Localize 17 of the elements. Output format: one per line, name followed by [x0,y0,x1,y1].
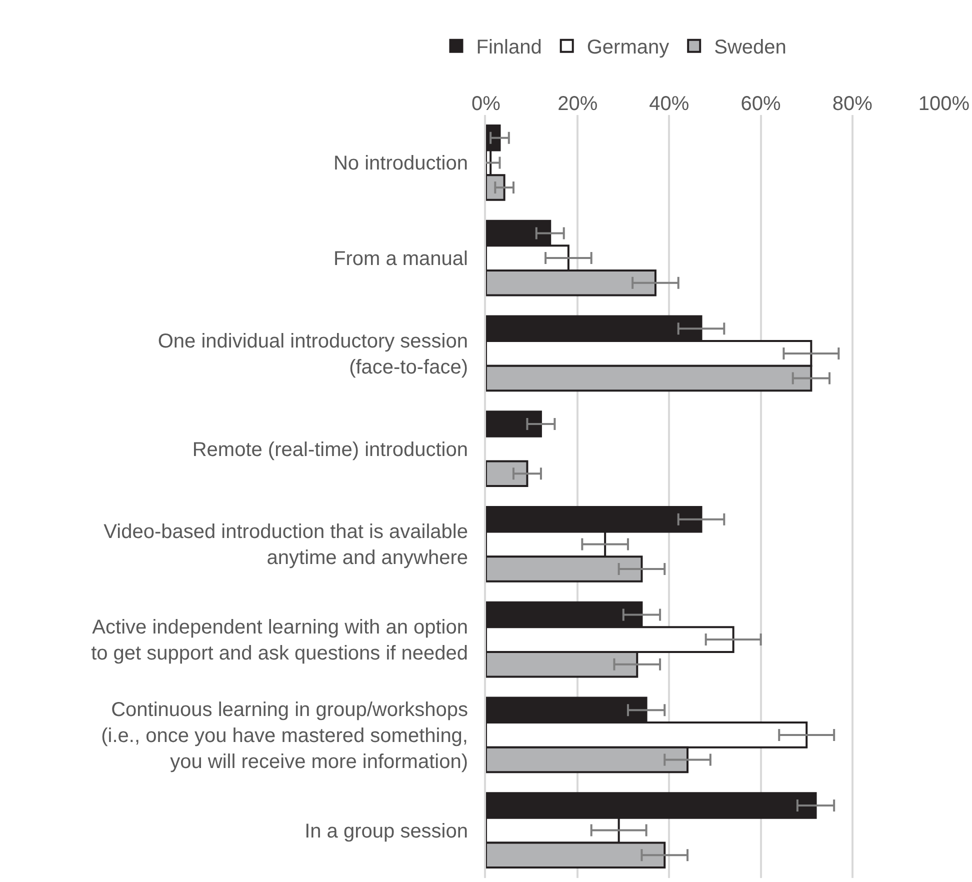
y-tick-label: Remote (real-time) introduction [192,438,468,461]
y-tick-label: One individual introductory session (face-to-face) [158,330,468,378]
legend-label: Germany [586,36,670,59]
x-tick-label: 40% [649,93,690,115]
y-tick-label: Continuous learning in group/workshops (i.e., once you have mastered something, you will receive more information) [101,698,468,773]
x-tick-label: 100% [918,93,970,115]
y-tick-label: Video-based introduction that is available anytime and anywhere [104,521,468,570]
x-tick-label: 60% [740,93,782,115]
x-tick-label: 80% [832,93,873,115]
legend-label: Finland [476,36,542,59]
y-tick-label: From a manual [334,248,468,270]
legend-label: Sweden [714,36,786,59]
y-tick-label: In a group session [304,820,468,842]
x-tick-label: 20% [558,93,598,115]
x-tick-label: 0% [472,93,501,115]
y-tick-label: No introduction [333,152,468,175]
y-tick-label: Active independent learning with an option to get support and ask questions if needed [91,616,468,665]
